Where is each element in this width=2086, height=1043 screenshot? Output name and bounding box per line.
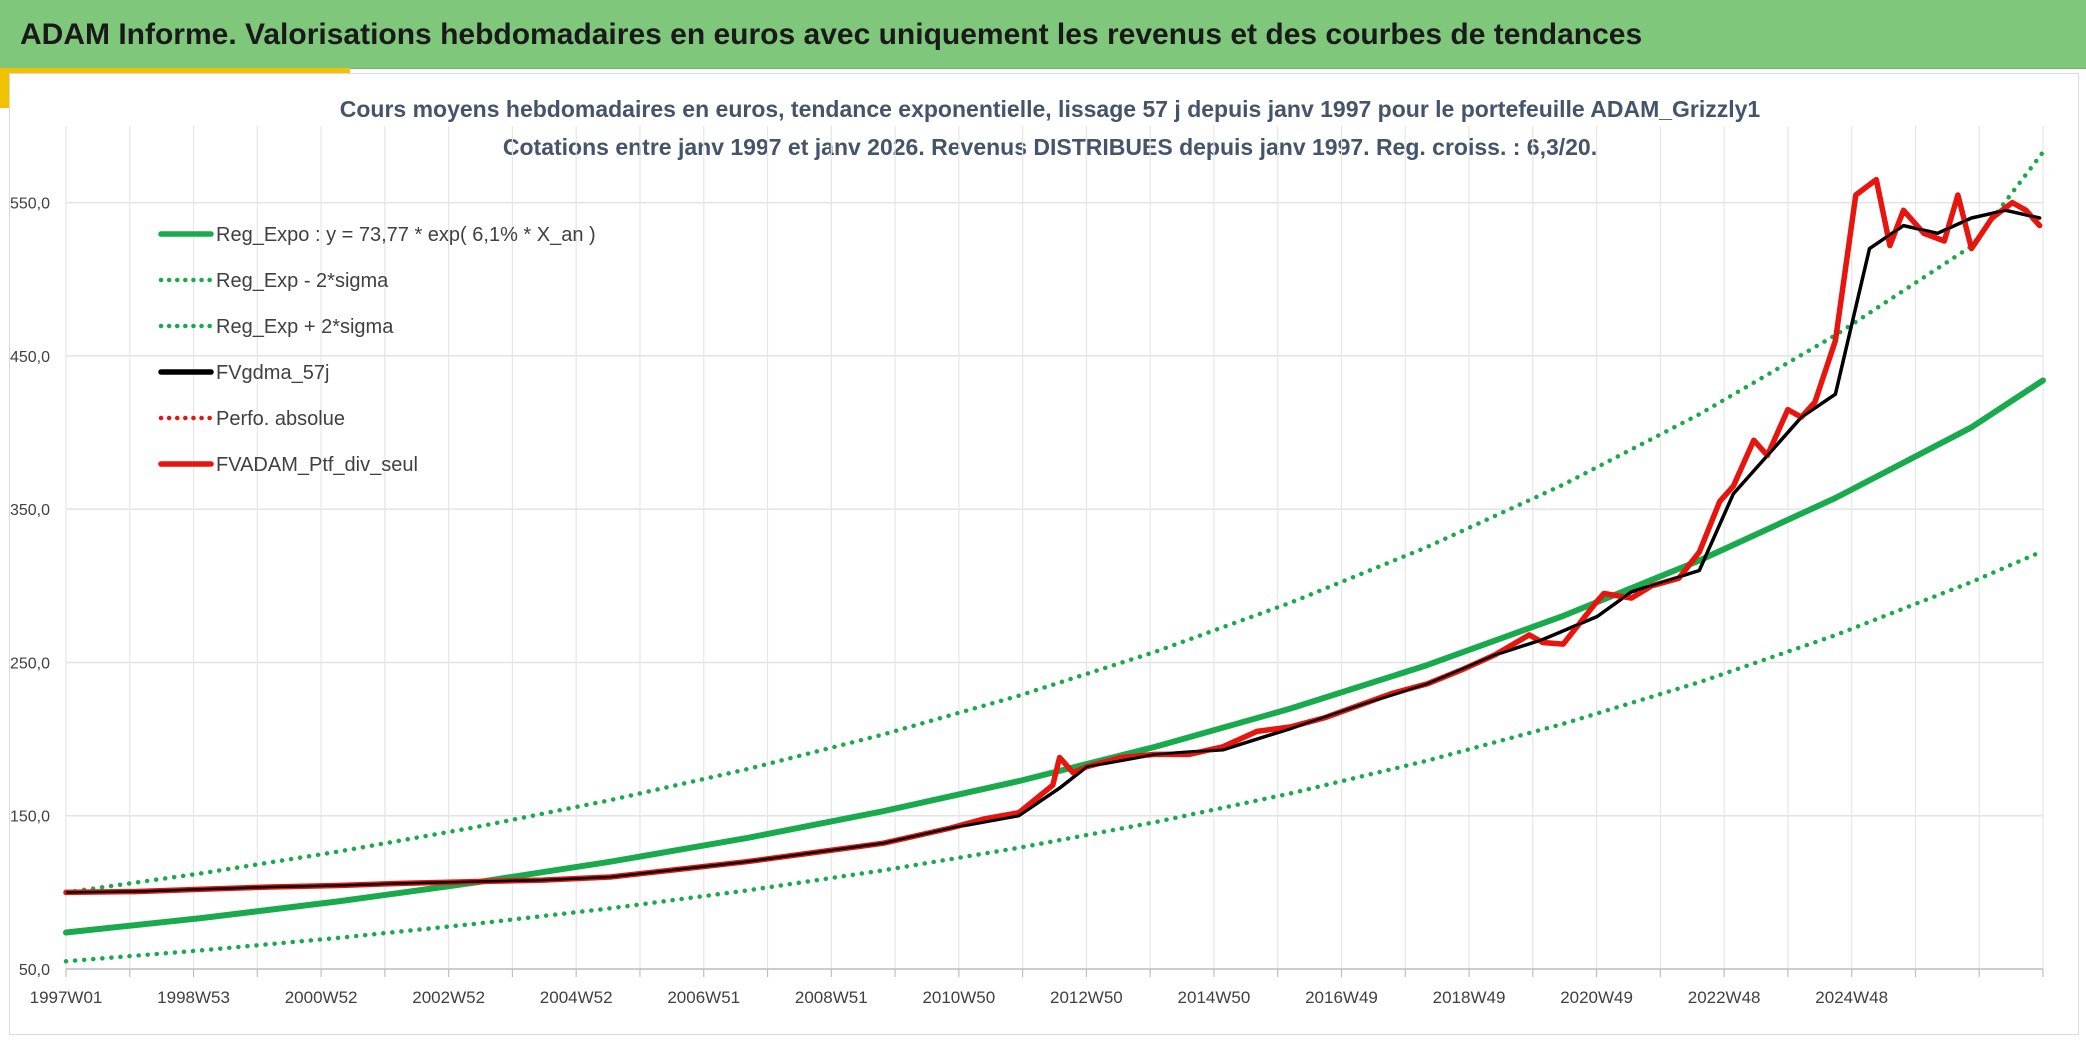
x-tick-label: 2022W48 <box>1688 988 1761 1007</box>
accent-bar-left <box>0 68 9 108</box>
x-tick-label: 2018W49 <box>1433 988 1506 1007</box>
legend: Reg_Expo : y = 73,77 * exp( 6,1% * X_an … <box>158 224 596 476</box>
header-bar: ADAM Informe. Valorisations hebdomadaire… <box>0 0 2086 69</box>
y-axis-ticks: 50,0 150,0 250,0 350,0 450,0 550,0 <box>10 196 50 979</box>
chart-subtitle: Cotations entre janv 1997 et janv 2026. … <box>503 134 1597 160</box>
series-line-2 <box>63 149 2046 895</box>
series-line-3 <box>64 208 2042 895</box>
x-tick-label: 2016W49 <box>1305 988 1378 1007</box>
y-tick-label: 450,0 <box>10 349 50 366</box>
legend-label-5: FVADAM_Ptf_div_seul <box>216 454 418 476</box>
legend-label-0: Reg_Expo : y = 73,77 * exp( 6,1% * X_an … <box>216 224 596 246</box>
legend-label-2: Reg_Exp + 2*sigma <box>216 316 394 338</box>
x-tick-label: 2008W51 <box>795 988 868 1007</box>
x-tick-label: 2012W50 <box>1050 988 1123 1007</box>
chart-frame <box>9 73 2079 1035</box>
y-tick-label: 150,0 <box>10 809 50 826</box>
legend-label-3: FVgdma_57j <box>216 362 329 384</box>
chart-title: Cours moyens hebdomadaires en euros, ten… <box>340 96 1761 122</box>
x-tick-label: 2010W50 <box>922 988 995 1007</box>
legend-label-1: Reg_Exp - 2*sigma <box>216 270 389 292</box>
x-tick-label: 1998W53 <box>157 988 230 1007</box>
legend-label-4: Perfo. absolue <box>216 408 345 430</box>
x-tick-label: 2024W48 <box>1815 988 1888 1007</box>
accent-bar-top <box>0 68 350 73</box>
series-line-1 <box>63 548 2046 964</box>
x-tick-label: 2014W50 <box>1178 988 1251 1007</box>
x-tick-label: 1997W01 <box>30 988 103 1007</box>
y-tick-label: 350,0 <box>10 502 50 519</box>
x-tick-label: 2000W52 <box>285 988 358 1007</box>
y-tick-label: 550,0 <box>10 196 50 213</box>
x-tick-label: 2006W51 <box>667 988 740 1007</box>
x-tick-label: 2002W52 <box>412 988 485 1007</box>
x-axis-ticks: 1997W01 1998W53 2000W52 2002W52 2004W52 2006W… <box>30 968 2044 1007</box>
series-line-3-overlay <box>65 209 2040 894</box>
x-tick-label: 2004W52 <box>540 988 613 1007</box>
series-lines <box>63 149 2046 964</box>
y-tick-label: 50,0 <box>19 962 50 979</box>
gridlines <box>65 126 2044 970</box>
x-tick-label: 2020W49 <box>1560 988 1633 1007</box>
page-title: ADAM Informe. Valorisations hebdomadaire… <box>20 18 1643 51</box>
y-tick-label: 250,0 <box>10 655 50 672</box>
